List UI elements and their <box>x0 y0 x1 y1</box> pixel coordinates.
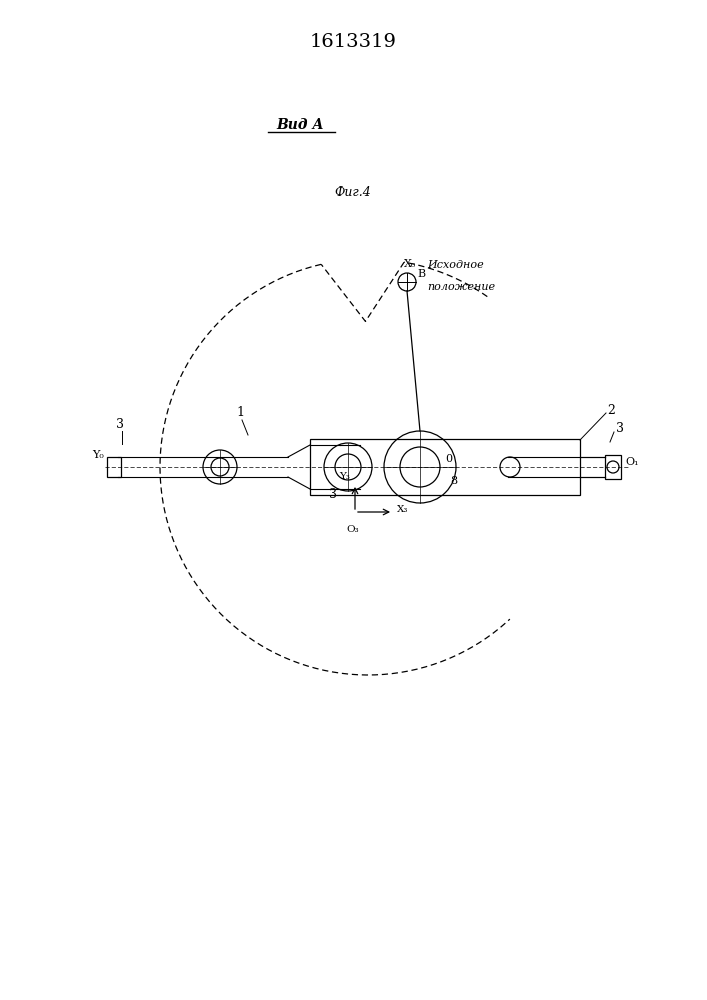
Text: 3: 3 <box>329 488 337 500</box>
Text: 1: 1 <box>236 406 244 420</box>
Text: 1613319: 1613319 <box>310 33 397 51</box>
Text: O₃: O₃ <box>346 525 359 534</box>
Bar <box>107 457 121 477</box>
Text: Вид А: Вид А <box>276 118 324 132</box>
Text: Фиг.4: Фиг.4 <box>334 186 371 198</box>
Text: Исходное: Исходное <box>427 260 484 270</box>
Text: O₁: O₁ <box>625 457 638 467</box>
Bar <box>605 455 621 479</box>
Bar <box>310 439 580 495</box>
Text: положение: положение <box>427 282 495 292</box>
Text: X₃: X₃ <box>397 504 409 514</box>
Text: B: B <box>417 269 425 279</box>
Text: Y₃: Y₃ <box>339 472 351 481</box>
Text: 3: 3 <box>116 418 124 432</box>
Text: Y₀: Y₀ <box>92 450 104 460</box>
Text: 0: 0 <box>445 454 452 464</box>
Text: 8: 8 <box>450 476 457 486</box>
Text: 3: 3 <box>616 422 624 434</box>
Text: 2: 2 <box>607 403 615 416</box>
Text: X₀: X₀ <box>404 259 416 269</box>
